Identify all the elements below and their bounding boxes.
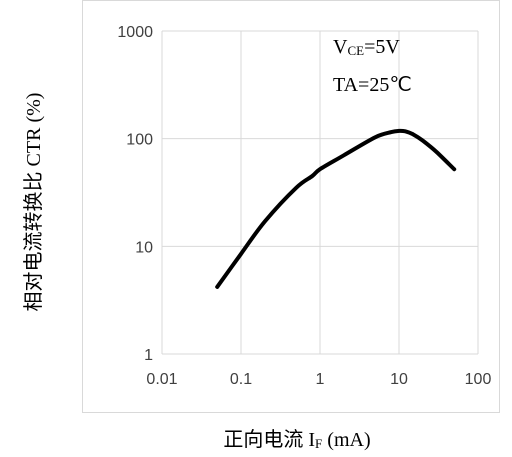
ctr-curve-line (215, 128, 457, 289)
chart-area-border (82, 0, 500, 413)
x-tick-label: 0.1 (230, 371, 252, 388)
x-tick-label: 1 (316, 371, 325, 388)
y-axis-title: 相对电流转换比 CTR (%) (22, 93, 45, 312)
x-tick-labels: 0.01 0.1 1 10 100 (146, 371, 491, 388)
gridlines (161, 30, 479, 355)
y-tick-label: 1000 (117, 24, 153, 41)
annotation-ta: TA=25℃ (333, 74, 412, 96)
x-tick-label: 100 (465, 371, 492, 388)
x-tick-label: 10 (390, 371, 408, 388)
annotation-vce: VCE=5V (333, 36, 400, 58)
y-tick-label: 10 (135, 239, 153, 256)
y-tick-label: 100 (126, 132, 153, 149)
x-tick-label: 0.01 (146, 371, 177, 388)
y-tick-labels: 1 10 100 1000 (117, 24, 153, 364)
x-axis-title: 正向电流 IF (mA) (223, 428, 370, 451)
data-series (215, 128, 457, 289)
y-tick-label: 1 (144, 347, 153, 364)
